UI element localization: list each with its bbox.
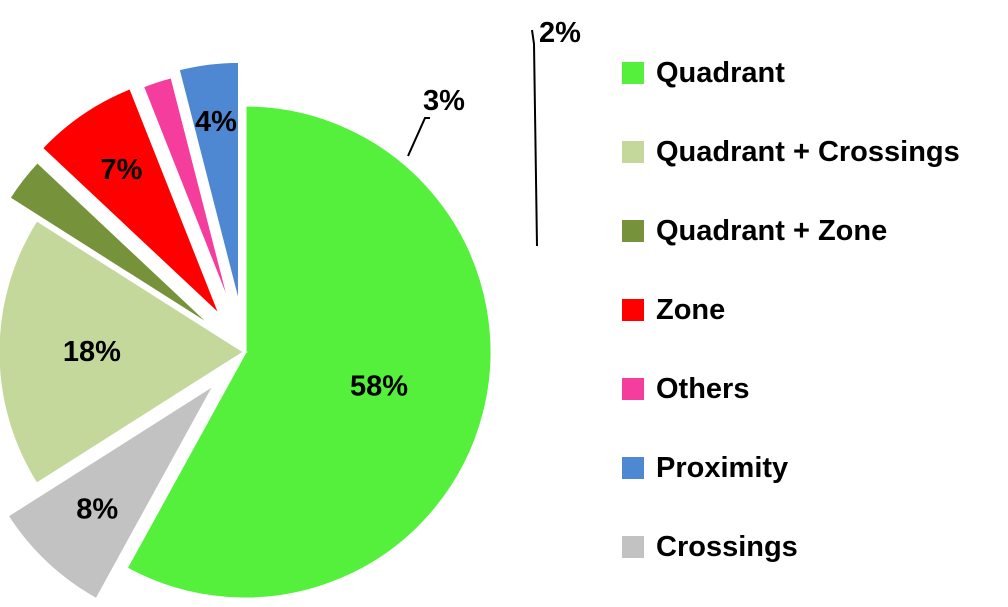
legend-swatch xyxy=(622,378,644,400)
legend: Quadrant Quadrant + Crossings Quadrant + Z… xyxy=(622,57,960,563)
legend-swatch xyxy=(622,536,644,558)
data-label-proximity: 4% xyxy=(195,106,237,138)
data-label-quadrant: 58% xyxy=(350,370,408,402)
data-label-quadrant-crossings: 18% xyxy=(63,336,121,368)
legend-item: Quadrant xyxy=(622,57,785,89)
data-labels: 58% 8% 18% 3% 7% 2% 4% xyxy=(63,17,581,525)
legend-item: Proximity xyxy=(622,452,788,484)
data-label-quadrant-zone: 3% xyxy=(423,85,465,117)
legend-label: Crossings xyxy=(656,531,798,563)
legend-swatch xyxy=(622,457,644,479)
pie-slice-crossings xyxy=(4,382,217,602)
legend-swatch xyxy=(622,299,644,321)
data-label-crossings: 8% xyxy=(76,493,118,525)
legend-label: Others xyxy=(656,373,749,405)
leader-lines xyxy=(407,29,538,247)
pie-slice-quadrant xyxy=(123,103,494,601)
legend-item: Quadrant + Crossings xyxy=(622,136,960,168)
legend-item: Quadrant + Zone xyxy=(622,215,887,247)
legend-label: Zone xyxy=(656,294,725,326)
legend-item: Crossings xyxy=(622,531,798,563)
pie-slice-others xyxy=(140,74,235,317)
data-label-zone: 7% xyxy=(100,154,142,186)
legend-label: Quadrant + Crossings xyxy=(656,136,960,168)
legend-swatch xyxy=(622,62,644,84)
pie-slice-zone xyxy=(39,85,223,319)
legend-swatch xyxy=(622,220,644,242)
legend-item: Zone xyxy=(622,294,725,326)
pie-slice-quadrant-zone xyxy=(6,159,219,332)
leader-line-quadrant-zone xyxy=(407,117,430,157)
legend-item: Others xyxy=(622,373,749,405)
legend-label: Quadrant xyxy=(656,57,785,89)
pie-slices xyxy=(0,59,494,602)
data-label-others: 2% xyxy=(539,17,581,49)
pie-slice-quadrant-crossings xyxy=(0,217,248,487)
legend-label: Quadrant + Zone xyxy=(656,215,887,247)
legend-label: Proximity xyxy=(656,452,788,484)
legend-swatch xyxy=(622,141,644,163)
pie-slice-proximity xyxy=(176,59,241,309)
leader-line-others xyxy=(531,29,538,247)
